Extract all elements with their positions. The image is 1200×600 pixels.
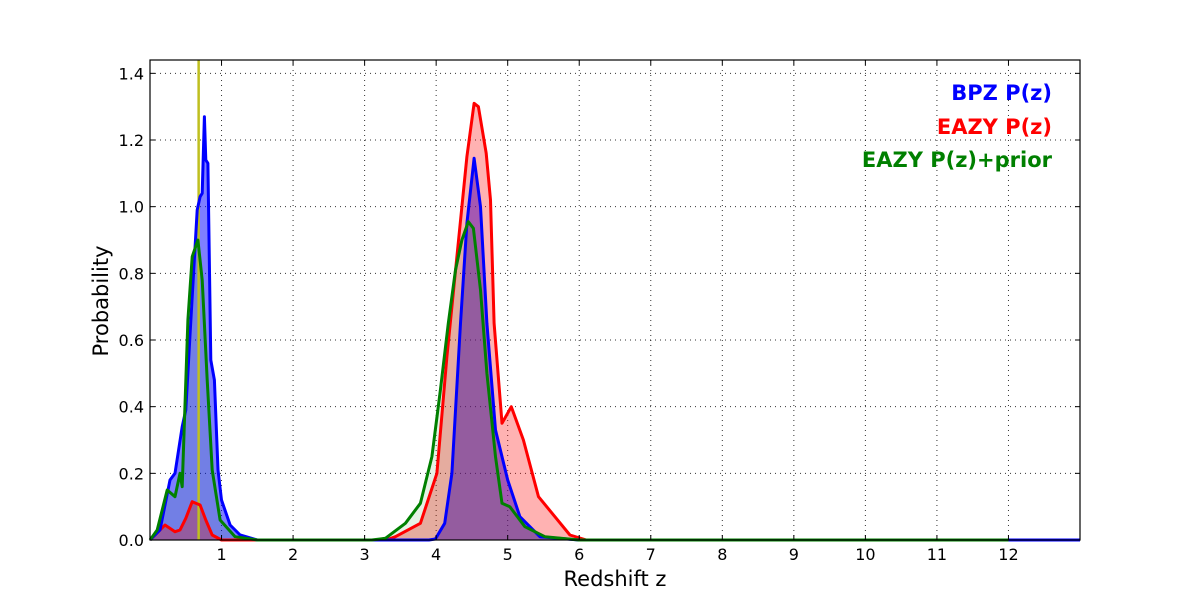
legend-entry-bpz: BPZ P(z) — [951, 81, 1052, 105]
x-tick-label: 11 — [927, 545, 947, 564]
x-tick-label: 6 — [574, 545, 584, 564]
x-tick-label: 1 — [216, 545, 226, 564]
y-tick-label: 0.2 — [119, 464, 144, 483]
y-tick-label: 1.2 — [119, 131, 144, 150]
y-tick-label: 1.0 — [119, 198, 144, 217]
line-eazy-prior — [148, 220, 1009, 542]
y-tick-label: 0.6 — [119, 331, 144, 350]
grid — [150, 60, 1080, 541]
line-bpz — [148, 115, 1080, 542]
x-tick-label: 8 — [717, 545, 727, 564]
x-tick-label: 10 — [855, 545, 875, 564]
x-tick-label: 3 — [360, 545, 370, 564]
x-tick-label: 5 — [503, 545, 513, 564]
y-tick-label: 0.8 — [119, 264, 144, 283]
x-tick-label: 2 — [288, 545, 298, 564]
y-axis-label: Probability — [89, 245, 113, 356]
x-tick-label: 12 — [998, 545, 1018, 564]
y-tick-label: 0.0 — [119, 531, 144, 550]
y-tick-label: 0.4 — [119, 398, 144, 417]
ticks: 1 2 3 4 5 6 7 8 9 10 11 120.00.20.40.60.81.01.21.4 — [119, 60, 1080, 564]
series-lines — [148, 101, 1080, 542]
plot-frame — [149, 59, 1081, 541]
x-tick-label: 7 — [646, 545, 656, 564]
legend-entry-eazy: EAZY P(z) — [937, 115, 1052, 139]
legend-entry-eazy-prior: EAZY P(z)+prior — [862, 148, 1053, 172]
x-tick-label: 9 — [789, 545, 799, 564]
legend: BPZ P(z) EAZY P(z) EAZY P(z)+prior — [862, 81, 1053, 172]
y-tick-label: 1.4 — [119, 64, 144, 83]
x-axis-label: Redshift z — [564, 567, 667, 591]
x-tick-label: 4 — [431, 545, 441, 564]
